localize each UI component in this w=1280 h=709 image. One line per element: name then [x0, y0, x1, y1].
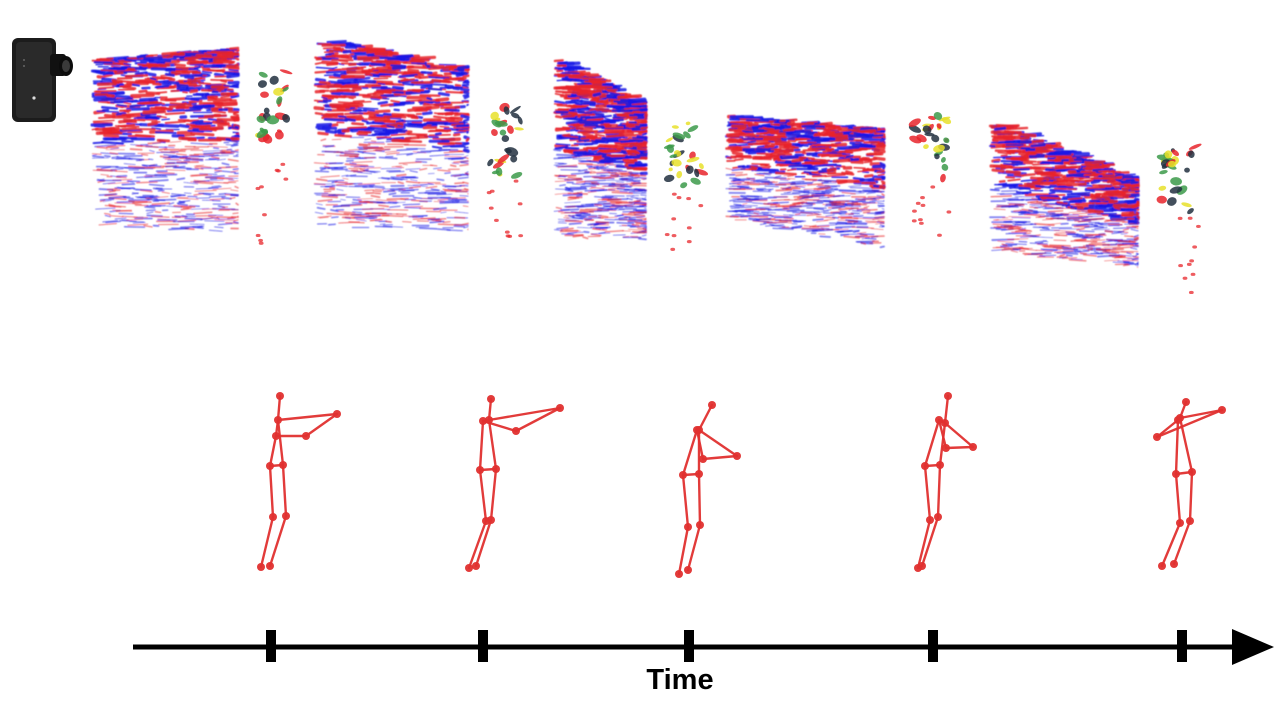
pose-skeleton	[914, 392, 977, 572]
event-frame	[988, 124, 1140, 268]
sparse-event-frame	[1156, 143, 1202, 295]
pose-skeleton	[257, 392, 341, 571]
time-axis	[133, 629, 1274, 665]
time-tick	[684, 630, 694, 662]
event-frames	[90, 39, 1202, 295]
event-camera-icon	[12, 38, 73, 122]
pose-skeleton	[675, 401, 741, 578]
time-axis-arrowhead	[1232, 629, 1274, 665]
event-frame	[90, 46, 240, 232]
event-frame	[553, 59, 648, 241]
event-frame	[313, 39, 470, 232]
time-tick	[1177, 630, 1187, 662]
event-frame	[725, 114, 886, 249]
time-axis-label: Time	[646, 664, 714, 696]
time-tick	[478, 630, 488, 662]
time-tick	[928, 630, 938, 662]
pose-skeleton	[465, 395, 564, 572]
pose-skeletons	[257, 392, 1226, 578]
sparse-event-frame	[908, 112, 952, 237]
time-tick	[266, 630, 276, 662]
sparse-event-frame	[663, 121, 709, 251]
sparse-event-frame	[486, 102, 524, 238]
pose-skeleton	[1153, 398, 1226, 570]
sparse-event-frame	[255, 69, 293, 245]
